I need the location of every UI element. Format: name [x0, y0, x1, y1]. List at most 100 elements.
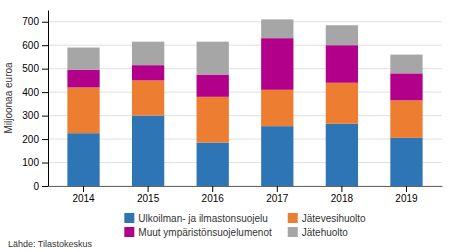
bar [390, 73, 422, 100]
chart-container: 2014 2015 2016 2017 2018 2019 0 100 200 300 400 500… [0, 0, 454, 252]
bar [67, 133, 99, 186]
bar [261, 19, 293, 38]
annotation: Lähde: Tilastokeskus [8, 239, 93, 249]
grid [48, 22, 442, 186]
y-tick-mark [42, 116, 48, 117]
x-tick: 2016 [202, 186, 225, 204]
y-tick-mark [42, 92, 48, 93]
bar [326, 124, 358, 186]
bar [197, 75, 229, 97]
bars [67, 19, 422, 186]
legend-swatch [288, 213, 298, 223]
bar [261, 126, 293, 186]
y-tick: 0 [33, 181, 48, 192]
bar [132, 80, 164, 115]
y-tick: 600 [22, 40, 48, 51]
bar [67, 70, 99, 88]
series [67, 19, 422, 74]
bar [261, 38, 293, 90]
grid-line [48, 139, 442, 140]
x-tick: 2019 [395, 186, 418, 204]
bar [390, 55, 422, 74]
x-tick-label: 2018 [331, 193, 354, 204]
grid-line [48, 21, 442, 22]
bar [390, 100, 422, 138]
x-tick-label: 2017 [266, 193, 289, 204]
y-tick-mark [42, 186, 48, 187]
legend-label: Ulkoilman- ja ilmastonsuojelu [138, 213, 268, 224]
bar [67, 87, 99, 133]
bar [326, 83, 358, 124]
x-tick-mark [83, 186, 84, 192]
x-tick: 2014 [72, 186, 95, 204]
legend-item: Muut ympäristönsuojelumenot [124, 227, 272, 238]
grid-line [48, 162, 442, 163]
x-tick-mark [148, 186, 149, 192]
y-tick-mark [42, 69, 48, 70]
y-tick-mark [42, 45, 48, 46]
y-tick-label: 100 [22, 157, 39, 168]
series [67, 116, 422, 186]
x-axis: 2014 2015 2016 2017 2018 2019 [49, 186, 443, 204]
bar [132, 116, 164, 186]
series [67, 38, 422, 100]
legend-item: Jätehuolto [288, 227, 349, 238]
y-tick-label: 0 [33, 181, 39, 192]
x-tick-label: 2019 [395, 193, 418, 204]
x-tick: 2017 [266, 186, 289, 204]
bar [132, 65, 164, 80]
chart: 2014 2015 2016 2017 2018 2019 0 100 200 300 400 500… [0, 0, 454, 252]
x-tick: 2015 [137, 186, 160, 204]
bar [132, 42, 164, 65]
bar [326, 25, 358, 45]
y-tick: 400 [22, 87, 48, 98]
grid-line [48, 186, 442, 187]
legend-label: Jätehuolto [302, 227, 349, 238]
series [67, 80, 422, 142]
y-tick-label: 600 [22, 40, 39, 51]
legend-label: Jätevesihuolto [302, 213, 366, 224]
plot: 2014 2015 2016 2017 2018 2019 0 100 200 300 400 500… [22, 11, 442, 205]
x-axis-line [49, 186, 443, 187]
bar [261, 90, 293, 126]
y-tick: 200 [22, 134, 48, 145]
y-tick-mark [42, 139, 48, 140]
y-tick-label: 700 [22, 16, 39, 27]
x-tick-mark [277, 186, 278, 192]
legend-label: Muut ympäristönsuojelumenot [138, 227, 272, 238]
y-tick-mark [42, 22, 48, 23]
y-tick: 300 [22, 110, 48, 121]
y-tick: 100 [22, 157, 48, 168]
x-tick-label: 2015 [137, 193, 160, 204]
y-tick: 700 [22, 16, 48, 27]
bar [390, 138, 422, 186]
y-tick-mark [42, 163, 48, 164]
bar [197, 97, 229, 143]
grid-line [48, 68, 442, 69]
bar [67, 48, 99, 70]
y-tick-label: 200 [22, 134, 39, 145]
legend-swatch [124, 213, 134, 223]
y-tick-label: 300 [22, 110, 39, 121]
x-tick-mark [341, 186, 342, 192]
grid-line [48, 45, 442, 46]
legend: Ulkoilman- ja ilmastonsuojelu Jätevesihuo… [124, 213, 366, 238]
y-tick: 500 [22, 63, 48, 74]
x-tick-label: 2016 [202, 193, 225, 204]
y-tick-label: 500 [22, 63, 39, 74]
y-axis-line [48, 11, 49, 187]
x-tick: 2018 [331, 186, 354, 204]
legend-item: Ulkoilman- ja ilmastonsuojelu [124, 213, 268, 224]
y-tick-label: 400 [22, 87, 39, 98]
x-tick-label: 2014 [72, 193, 95, 204]
legend-swatch [124, 227, 134, 237]
x-tick-mark [212, 186, 213, 192]
legend-item: Jätevesihuolto [288, 213, 366, 224]
bar [197, 42, 229, 75]
x-tick-mark [406, 186, 407, 192]
bar [197, 143, 229, 186]
grid-line [48, 92, 442, 93]
grid-line [48, 115, 442, 116]
legend-swatch [288, 227, 298, 237]
bar [326, 45, 358, 83]
